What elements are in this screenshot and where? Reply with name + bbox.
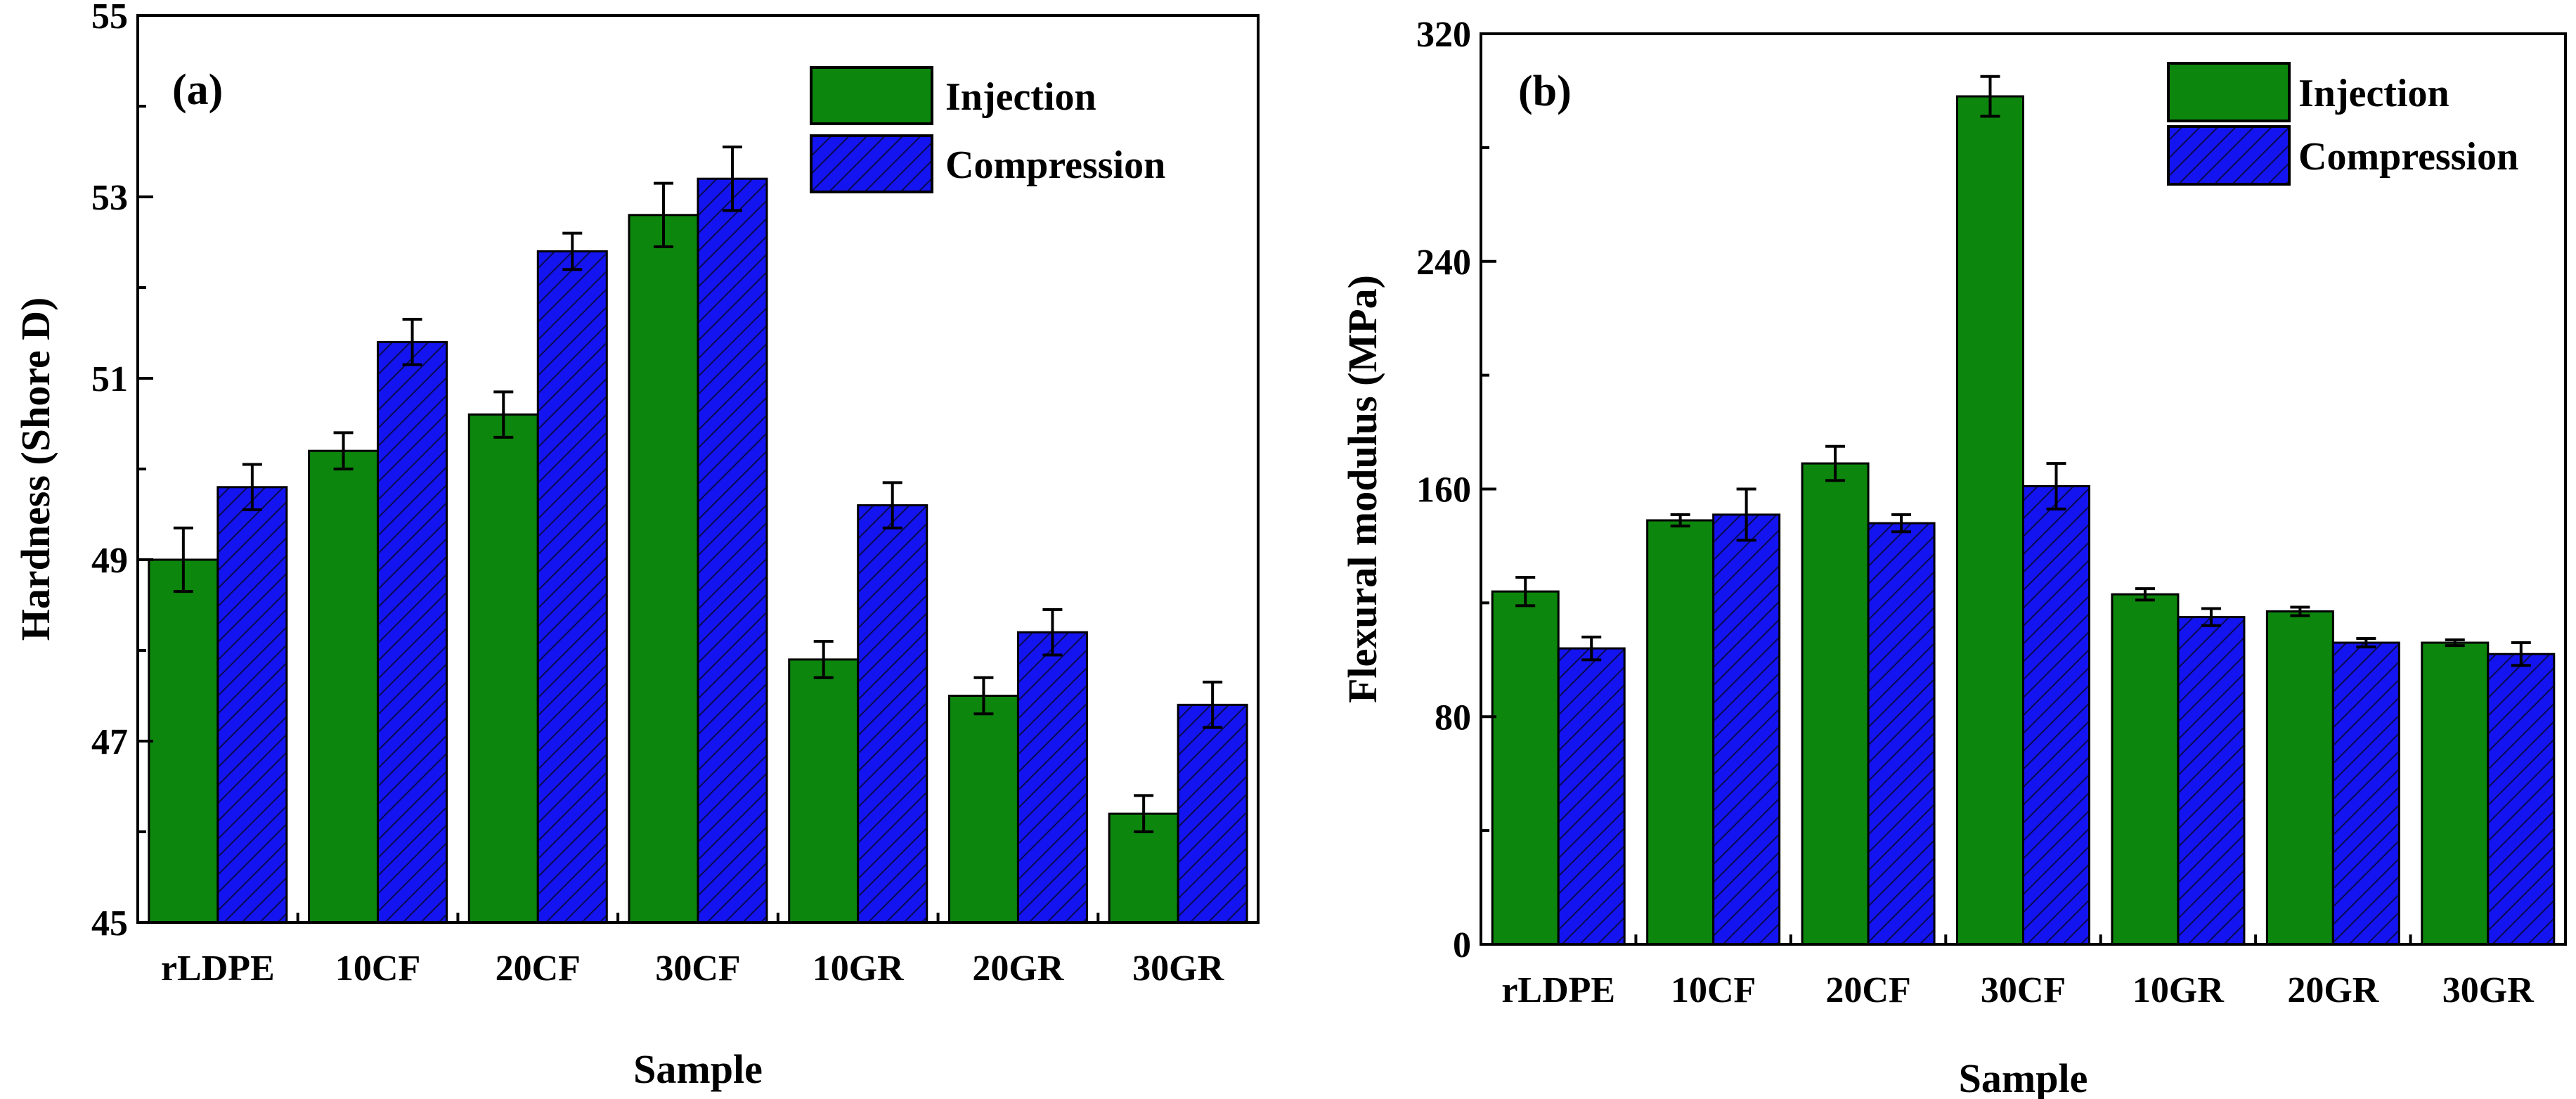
injection-legend-swatch [2167, 62, 2291, 122]
injection-error-bar-10CF [333, 431, 354, 470]
x-tick-label: 30CF [1981, 970, 2066, 1010]
legend: Injection Compression [810, 66, 1165, 193]
y-axis-title: Flexural modulus (MPa) [1340, 275, 1385, 703]
injection-error-bar-30GR [1134, 794, 1154, 833]
compression-error-bar-20CF [1891, 513, 1912, 534]
compression-bar-30GR [1177, 703, 1248, 924]
hardness-chart: 45 47 49 51 53 55 rLDPE 10CF 20CF 30CF 10GR 20GR 30G… [13, 0, 1260, 1092]
injection-error-bar-10GR [813, 640, 834, 679]
y-tick-label: 49 [91, 541, 128, 581]
compression-error-bar-10GR [882, 481, 902, 529]
compression-bar-20CF [1867, 522, 1936, 946]
x-tick-label: 10GR [2132, 970, 2225, 1010]
y-tick-label: 80 [1435, 698, 1471, 738]
compression-error-bar-20GR [2356, 636, 2376, 649]
x-tick-label: 20CF [496, 949, 581, 989]
x-tick-label: 20CF [1825, 970, 1910, 1010]
injection-legend-label: Injection [945, 75, 1096, 119]
compression-legend-swatch [810, 134, 933, 193]
y-tick-label: 51 [91, 359, 128, 399]
y-tick-label: 0 [1453, 925, 1471, 965]
compression-error-bar-10GR [2201, 607, 2221, 627]
compression-bar-10GR [2177, 616, 2246, 946]
compression-error-bar-20GR [1042, 608, 1063, 657]
x-tick-label: 10CF [1671, 970, 1756, 1010]
injection-error-bar-rLDPE [173, 526, 193, 593]
x-tick-label: 30GR [2442, 970, 2535, 1010]
injection-error-bar-20GR [2290, 605, 2310, 617]
y-tick-label: 320 [1416, 15, 1471, 55]
compression-error-bar-rLDPE [242, 463, 262, 512]
x-tick-label: 30GR [1132, 949, 1224, 989]
compression-bar-10CF [377, 340, 448, 924]
injection-legend-swatch [810, 66, 933, 125]
injection-bar-10CF [1646, 519, 1715, 946]
injection-bar-rLDPE [148, 558, 219, 924]
compression-bar-rLDPE [1557, 647, 1626, 946]
injection-bar-30CF [1956, 95, 2024, 946]
x-tick-label: rLDPE [161, 949, 275, 989]
injection-error-bar-20CF [493, 390, 514, 439]
y-tick-label: 47 [91, 722, 128, 762]
injection-error-bar-30GR [2445, 638, 2465, 648]
x-tick-label: 20GR [2287, 970, 2379, 1010]
injection-bar-30CF [628, 214, 699, 924]
injection-bar-30GR [2421, 641, 2490, 946]
y-tick-label: 53 [91, 178, 128, 218]
y-tick-label: 55 [91, 0, 128, 37]
y-tick-label: 160 [1416, 470, 1471, 510]
compression-bar-10CF [1712, 513, 1781, 946]
flexural-modulus-chart: 0 80 160 240 320 rLDPE 10CF 20CF 30CF 10GR 20GR 30G… [1340, 15, 2567, 1099]
compression-bar-30CF [697, 177, 768, 924]
compression-bar-20GR [1016, 631, 1088, 924]
injection-bar-10GR [2111, 593, 2180, 946]
x-tick-label: 30CF [655, 949, 740, 989]
injection-bar-20CF [1801, 462, 1870, 946]
injection-error-bar-10GR [2135, 587, 2155, 602]
compression-bar-10GR [857, 504, 928, 924]
injection-bar-10CF [308, 449, 380, 924]
compression-bar-20GR [2331, 641, 2400, 946]
compression-legend-label: Compression [2298, 135, 2518, 179]
injection-error-bar-10CF [1670, 513, 1690, 528]
compression-bar-20CF [536, 250, 608, 924]
compression-bar-30GR [2487, 653, 2556, 946]
panel-label: (b) [1518, 68, 1572, 115]
compression-error-bar-10CF [1736, 487, 1756, 542]
legend: Injection Compression [2167, 62, 2518, 186]
y-tick-label: 45 [91, 904, 128, 944]
injection-bar-rLDPE [1491, 590, 1560, 946]
y-axis-title: Hardness (Shore D) [13, 297, 58, 641]
compression-error-bar-20CF [562, 231, 583, 271]
x-axis-title: Sample [1959, 1055, 2088, 1099]
compression-bar-30CF [2022, 484, 2090, 946]
x-tick-label: 10GR [813, 949, 905, 989]
panel-label: (a) [172, 66, 223, 114]
injection-error-bar-20GR [973, 676, 994, 716]
compression-error-bar-30CF [723, 146, 742, 212]
compression-error-bar-30CF [2046, 462, 2066, 510]
injection-bar-20GR [2265, 610, 2334, 946]
y-tick-label: 240 [1416, 243, 1471, 283]
injection-error-bar-rLDPE [1515, 575, 1536, 608]
injection-bar-10GR [788, 658, 860, 924]
compression-error-bar-30GR [2511, 641, 2531, 667]
x-tick-label: 10CF [335, 949, 420, 989]
compression-error-bar-10CF [402, 318, 422, 366]
compression-error-bar-30GR [1203, 681, 1223, 729]
x-tick-label: 20GR [972, 949, 1064, 989]
injection-bar-20GR [947, 695, 1019, 924]
injection-error-bar-30CF [1980, 75, 2000, 118]
x-tick-label: rLDPE [1501, 970, 1615, 1010]
compression-bar-rLDPE [216, 486, 288, 924]
injection-error-bar-30CF [654, 181, 673, 248]
compression-legend-label: Compression [945, 143, 1165, 187]
compression-error-bar-rLDPE [1581, 635, 1602, 662]
compression-legend-swatch [2167, 125, 2291, 186]
x-axis-title: Sample [633, 1046, 763, 1092]
injection-legend-label: Injection [2298, 72, 2449, 115]
injection-error-bar-20CF [1825, 444, 1846, 482]
injection-bar-20CF [467, 413, 539, 924]
